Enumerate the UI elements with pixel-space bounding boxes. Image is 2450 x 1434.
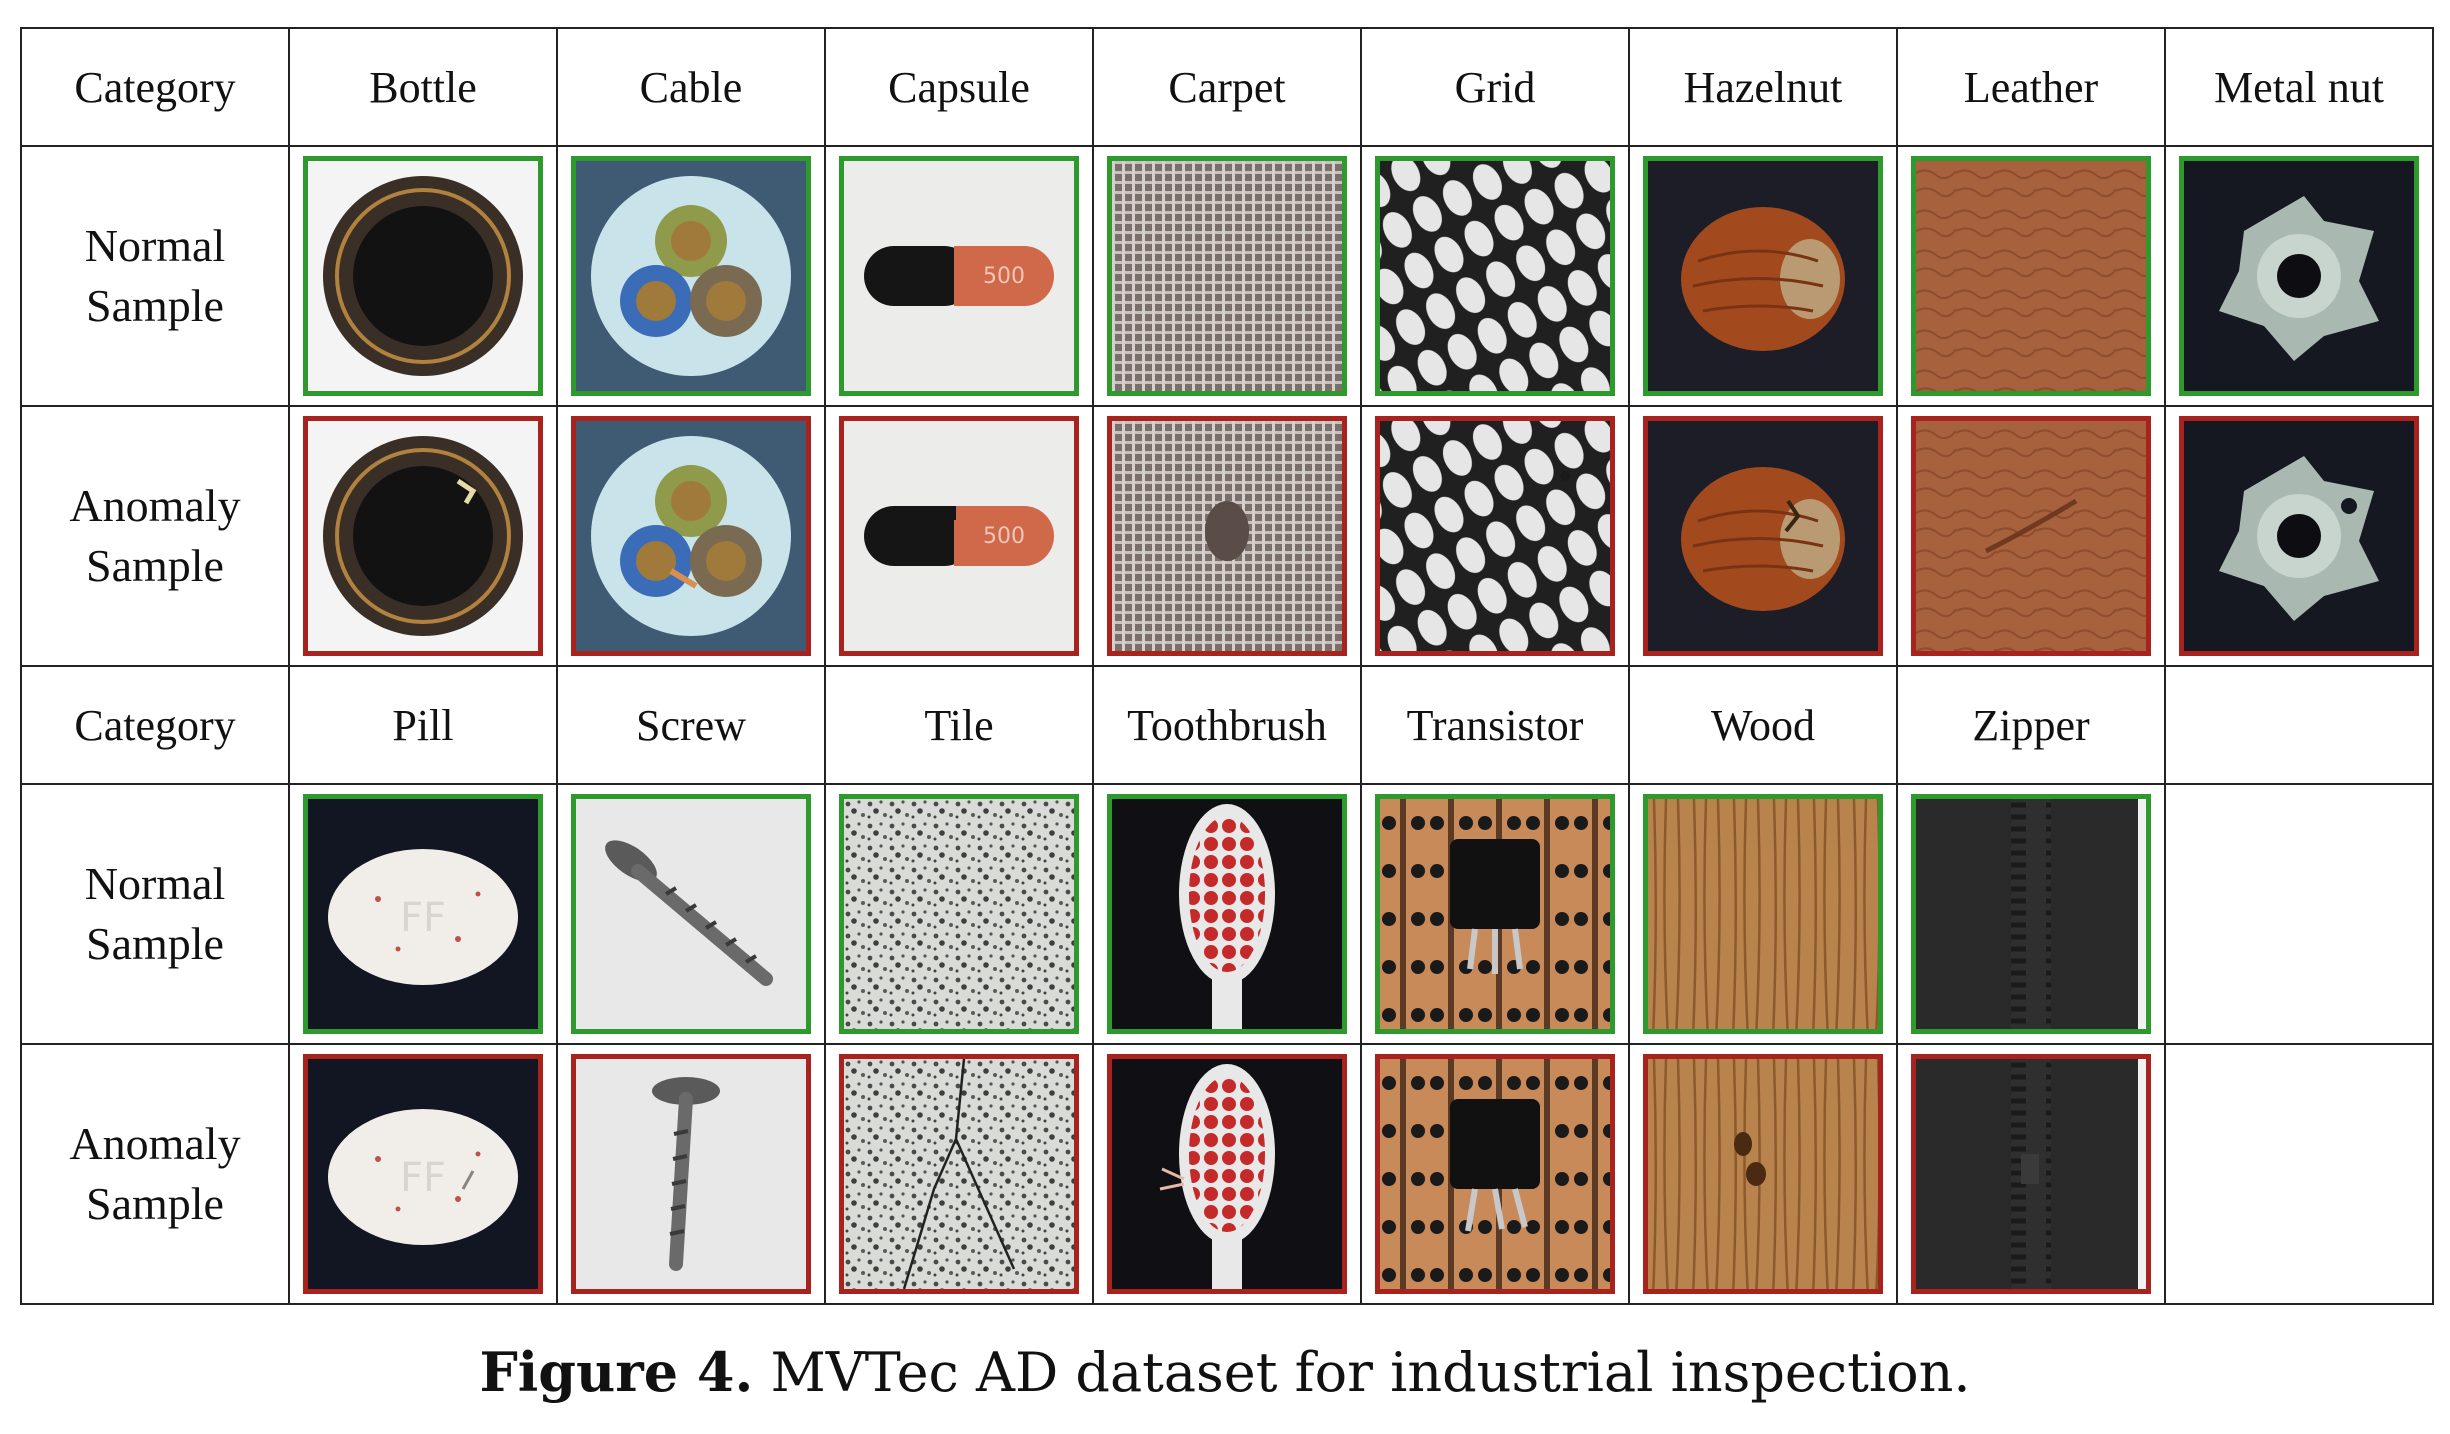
category-cable: Cable (556, 27, 826, 147)
figure-table: Category Bottle Cable Capsule Carpet Gri… (20, 27, 2434, 1305)
toothbrush-normal-image (1107, 794, 1347, 1034)
carpet-normal-image (1107, 156, 1347, 396)
svg-text:500: 500 (983, 524, 1025, 549)
category-carpet: Carpet (1092, 27, 1362, 147)
category-grid: Grid (1360, 27, 1630, 147)
caption-text: MVTec AD dataset for industrial inspecti… (753, 1341, 1971, 1404)
leather-anomaly-image (1911, 416, 2151, 656)
category-capsule: Capsule (824, 27, 1094, 147)
metal-nut-anomaly-image (2179, 416, 2419, 656)
anomaly-row-bottom: Anomaly Sample FF (20, 1043, 2434, 1305)
empty-header-cell (2164, 665, 2434, 785)
hazelnut-anomaly-image (1643, 416, 1883, 656)
normal-row-top: Normal Sample 500 (20, 145, 2434, 407)
figure-label: Figure 4. (479, 1340, 754, 1404)
carpet-anomaly-image (1107, 416, 1347, 656)
category-leather: Leather (1896, 27, 2166, 147)
bottle-normal-image (303, 156, 543, 396)
category-transistor: Transistor (1360, 665, 1630, 785)
empty-cell-2 (2164, 1043, 2434, 1305)
zipper-normal-image (1911, 794, 2151, 1034)
header-row-bottom: Category Pill Screw Tile Toothbrush Tran… (20, 665, 2434, 785)
category-pill: Pill (288, 665, 558, 785)
normal-row-bottom: Normal Sample FF (20, 783, 2434, 1045)
svg-text:FF: FF (400, 895, 446, 941)
screw-anomaly-image (571, 1054, 811, 1294)
svg-text:500: 500 (983, 264, 1025, 289)
category-metal-nut: Metal nut (2164, 27, 2434, 147)
leather-normal-image (1911, 156, 2151, 396)
capsule-anomaly-image: 500 (839, 416, 1079, 656)
bottle-anomaly-image (303, 416, 543, 656)
anomaly-sample-label-2: Anomaly Sample (20, 1043, 290, 1305)
cable-normal-image (571, 156, 811, 396)
tile-anomaly-image (839, 1054, 1079, 1294)
metal-nut-normal-image (2179, 156, 2419, 396)
header-row-top: Category Bottle Cable Capsule Carpet Gri… (20, 27, 2434, 147)
category-toothbrush: Toothbrush (1092, 665, 1362, 785)
normal-sample-label-2: Normal Sample (20, 783, 290, 1045)
category-wood: Wood (1628, 665, 1898, 785)
wood-anomaly-image (1643, 1054, 1883, 1294)
anomaly-row-top: Anomaly Sample 500 (20, 405, 2434, 667)
transistor-normal-image (1375, 794, 1615, 1034)
category-header-2: Category (20, 665, 290, 785)
anomaly-sample-label: Anomaly Sample (20, 405, 290, 667)
svg-text:FF: FF (400, 1155, 446, 1201)
grid-normal-image (1375, 156, 1615, 396)
grid-anomaly-image (1375, 416, 1615, 656)
capsule-normal-image: 500 (839, 156, 1079, 396)
hazelnut-normal-image (1643, 156, 1883, 396)
figure-caption: Figure 4. MVTec AD dataset for industria… (0, 1340, 2450, 1404)
category-hazelnut: Hazelnut (1628, 27, 1898, 147)
category-zipper: Zipper (1896, 665, 2166, 785)
category-bottle: Bottle (288, 27, 558, 147)
toothbrush-anomaly-image (1107, 1054, 1347, 1294)
screw-normal-image (571, 794, 811, 1034)
transistor-anomaly-image (1375, 1054, 1615, 1294)
category-header: Category (20, 27, 290, 147)
category-tile: Tile (824, 665, 1094, 785)
pill-anomaly-image: FF (303, 1054, 543, 1294)
empty-cell (2164, 783, 2434, 1045)
tile-normal-image (839, 794, 1079, 1034)
wood-normal-image (1643, 794, 1883, 1034)
cable-anomaly-image (571, 416, 811, 656)
category-screw: Screw (556, 665, 826, 785)
zipper-anomaly-image (1911, 1054, 2151, 1294)
normal-sample-label: Normal Sample (20, 145, 290, 407)
pill-normal-image: FF (303, 794, 543, 1034)
